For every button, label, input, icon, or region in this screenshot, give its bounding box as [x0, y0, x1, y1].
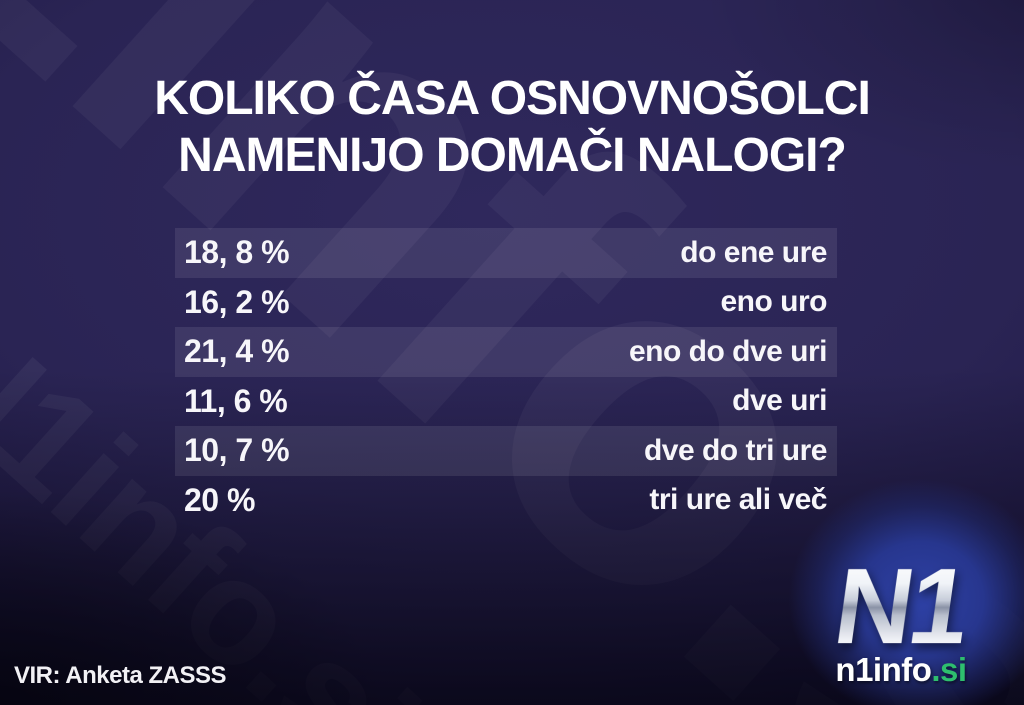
- page-title-line2: NAMENIJO DOMAČI NALOGI?: [178, 129, 847, 182]
- row-value: 10, 7 %: [184, 432, 290, 469]
- n1-logo: N1 n1info.si: [796, 544, 1006, 689]
- row-value: 21, 4 %: [184, 333, 290, 370]
- row-label: dve do tri ure: [643, 433, 828, 467]
- row-label: dve uri: [732, 384, 827, 418]
- row-value: 18, 8 %: [184, 234, 290, 271]
- row-label: eno do dve uri: [628, 334, 828, 368]
- table-row: 20 % tri ure ali več: [175, 476, 837, 526]
- table-row: 11, 6 % dve uri: [175, 377, 837, 427]
- page-title-line1: KOLIKO ČASA OSNOVNOŠOLCI: [154, 72, 871, 125]
- table-row: 16, 2 % eno uro: [175, 278, 837, 328]
- page-title: KOLIKO ČASA OSNOVNOŠOLCI NAMENIJO DOMAČI…: [0, 70, 1024, 184]
- table-row: 10, 7 % dve do tri ure: [175, 426, 837, 476]
- table-row: 18, 8 % do ene ure: [175, 228, 837, 278]
- row-label: do ene ure: [680, 235, 827, 269]
- row-value: 11, 6 %: [184, 382, 288, 419]
- table-row: 21, 4 % eno do dve uri: [175, 327, 837, 377]
- source-attribution: VIR: Anketa ZASSS: [14, 662, 227, 689]
- row-label: eno uro: [720, 285, 828, 319]
- row-value: 16, 2 %: [184, 283, 290, 320]
- poll-results-table: 18, 8 % do ene ure 16, 2 % eno uro 21, 4…: [175, 228, 837, 525]
- row-label: tri ure ali več: [649, 483, 827, 517]
- n1-logo-mark: N1: [827, 544, 975, 666]
- row-value: 20 %: [184, 481, 255, 518]
